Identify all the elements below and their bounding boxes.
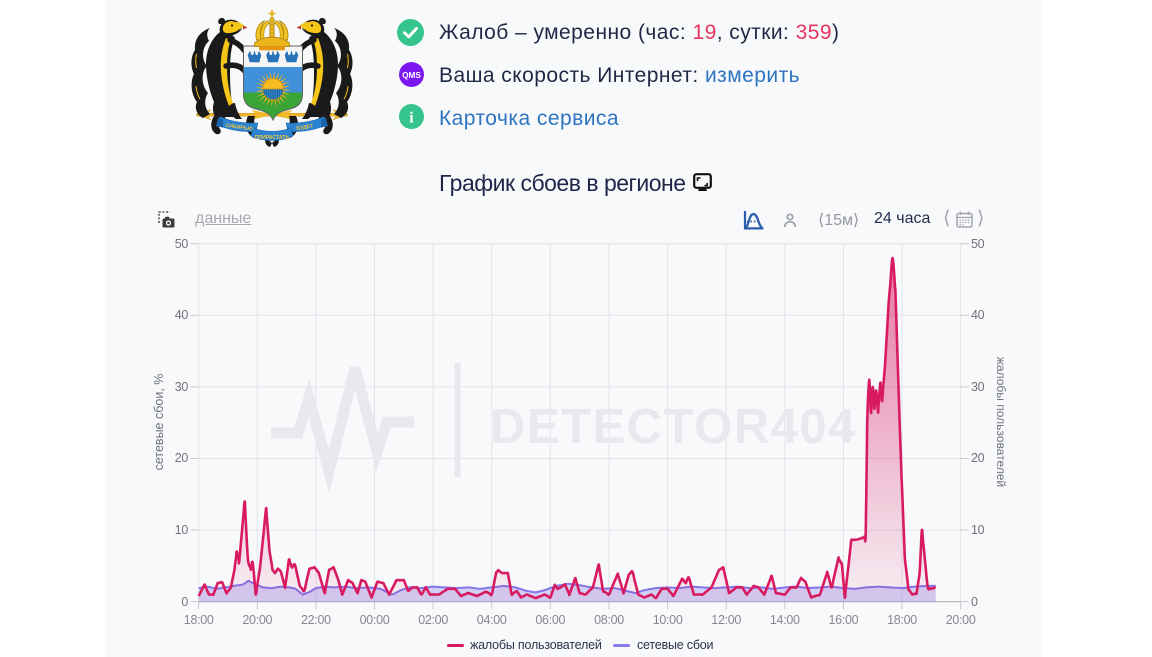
- svg-text:СИБИРЬЮ: СИБИРЬЮ: [225, 123, 254, 133]
- svg-text:i: i: [409, 110, 414, 127]
- svg-text:ПРИРАСТАТЬ: ПРИРАСТАТЬ: [255, 135, 290, 141]
- svg-text:DETECTOR404: DETECTOR404: [490, 400, 857, 454]
- svg-text:QMS: QMS: [402, 71, 421, 80]
- svg-text:БУДЕТ: БУДЕТ: [296, 123, 314, 131]
